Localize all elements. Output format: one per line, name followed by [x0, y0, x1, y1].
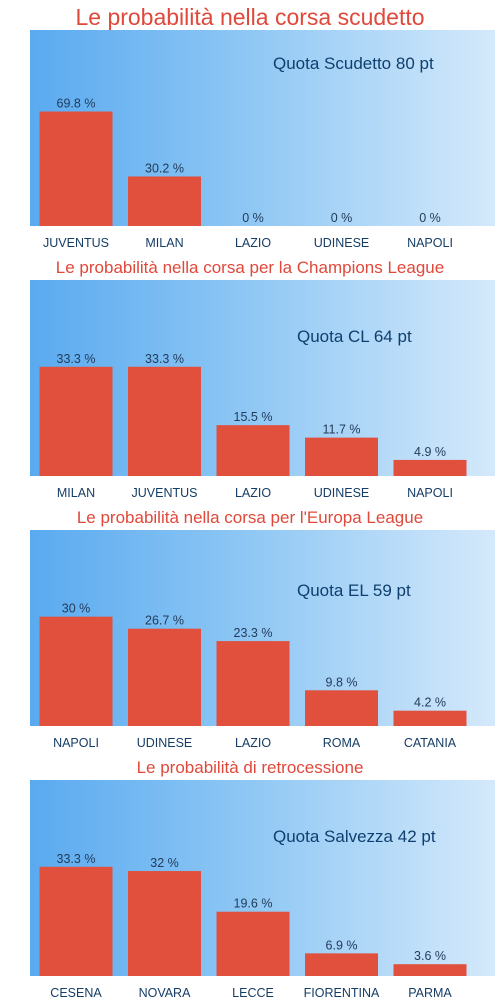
bar-value-label: 23.3 %	[234, 626, 273, 640]
bar-milan	[128, 176, 201, 226]
bar-novara	[128, 871, 201, 976]
bar-udinese	[305, 437, 378, 476]
bar-value-label: 4.9 %	[414, 445, 446, 459]
category-label: NOVARA	[139, 986, 192, 1000]
bar-value-label: 0 %	[242, 211, 264, 225]
category-label: CATANIA	[404, 736, 457, 750]
bar-juventus	[39, 111, 113, 226]
chart-annotation: Quota Scudetto 80 pt	[273, 54, 434, 73]
category-label: MILAN	[145, 236, 183, 250]
bar-chart: 69.8 % JUVENTUS 30.2 % MILAN 0 % LAZIO 0 % UDIN…	[39, 97, 453, 250]
category-label: LAZIO	[235, 736, 271, 750]
category-label: JUVENTUS	[132, 486, 198, 500]
category-label: UDINESE	[314, 486, 370, 500]
category-label: NAPOLI	[407, 236, 453, 250]
chart-title: Le probabilità di retrocessione	[136, 758, 364, 777]
bar-fiorentina	[305, 953, 378, 976]
category-label: NAPOLI	[53, 736, 99, 750]
chart-title: Le probabilità nella corsa per l'Europa …	[76, 508, 424, 527]
bar-value-label: 4.2 %	[414, 696, 446, 710]
category-label: FIORENTINA	[304, 986, 380, 1000]
chart-title: Le probabilità nella corsa scudetto	[75, 4, 425, 30]
category-label: ROMA	[323, 736, 361, 750]
category-label: PARMA	[408, 986, 452, 1000]
bar-catania	[393, 710, 467, 726]
category-label: NAPOLI	[407, 486, 453, 500]
bar-napoli	[39, 616, 113, 726]
bar-parma	[393, 964, 467, 976]
bar-udinese	[128, 628, 201, 726]
bar-chart: 33.3 % MILAN 33.3 % JUVENTUS 15.5 % LAZIO 11.7…	[39, 352, 467, 500]
bar-value-label: 32 %	[150, 856, 179, 870]
bar-chart: 33.3 % CESENA 32 % NOVARA 19.6 % LECCE 6.9 % FI…	[39, 852, 467, 1000]
bar-roma	[305, 690, 378, 726]
bar-value-label: 19.6 %	[234, 897, 273, 911]
category-label: MILAN	[57, 486, 95, 500]
bar-value-label: 69.8 %	[57, 97, 96, 111]
bar-value-label: 33.3 %	[57, 852, 96, 866]
category-label: JUVENTUS	[43, 236, 109, 250]
bar-juventus	[128, 366, 201, 476]
bar-value-label: 33.3 %	[145, 352, 184, 366]
bar-value-label: 11.7 %	[323, 423, 361, 437]
bar-cesena	[39, 866, 113, 976]
chart-annotation: Quota EL 59 pt	[297, 581, 411, 600]
category-label: LAZIO	[235, 486, 271, 500]
category-label: UDINESE	[137, 736, 193, 750]
bar-chart: 30 % NAPOLI 26.7 % UDINESE 23.3 % LAZIO 9.8 % R…	[39, 602, 467, 750]
bar-value-label: 0 %	[331, 211, 353, 225]
bar-milan	[39, 366, 113, 476]
category-label: LAZIO	[235, 236, 271, 250]
category-label: CESENA	[50, 986, 102, 1000]
bar-value-label: 26.7 %	[145, 614, 184, 628]
bar-value-label: 30 %	[62, 602, 91, 616]
bar-value-label: 3.6 %	[414, 949, 446, 963]
category-label: UDINESE	[314, 236, 370, 250]
category-label: LECCE	[232, 986, 274, 1000]
bar-napoli	[393, 459, 467, 476]
chart-title: Le probabilità nella corsa per la Champi…	[55, 258, 445, 277]
bar-lazio	[216, 641, 290, 726]
chart-annotation: Quota CL 64 pt	[297, 327, 412, 346]
bar-value-label: 0 %	[419, 211, 441, 225]
bar-value-label: 33.3 %	[57, 352, 96, 366]
chart-annotation: Quota Salvezza 42 pt	[273, 827, 436, 846]
bar-value-label: 30.2 %	[145, 161, 184, 175]
bar-value-label: 6.9 %	[326, 938, 358, 952]
bar-lazio	[216, 425, 290, 476]
bar-lecce	[216, 911, 290, 976]
bar-value-label: 9.8 %	[326, 675, 358, 689]
bar-value-label: 15.5 %	[234, 410, 273, 424]
